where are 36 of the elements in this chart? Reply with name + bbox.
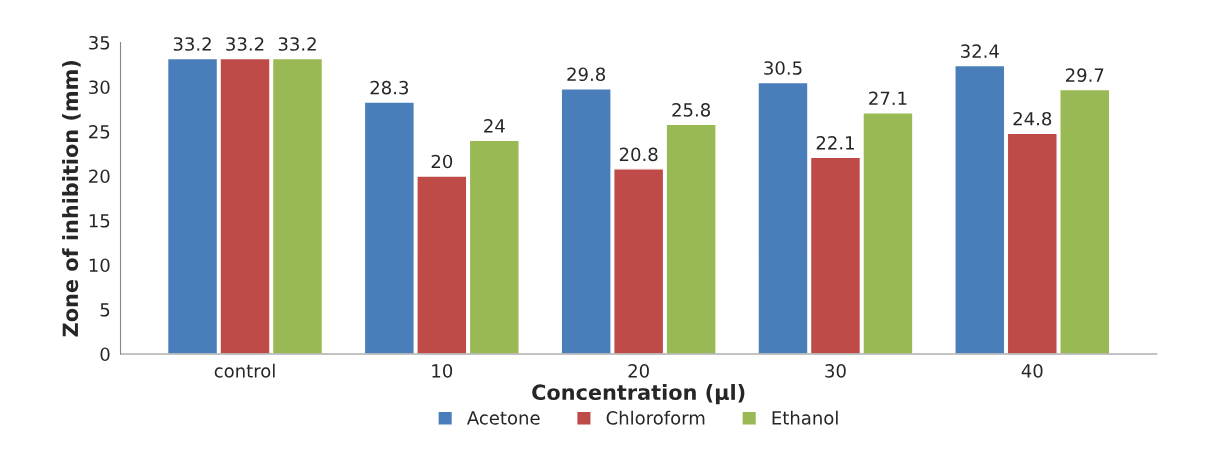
- legend-label: Ethanol: [772, 410, 838, 425]
- data-label: 29.8: [567, 67, 606, 82]
- data-label: 27.1: [869, 91, 907, 105]
- y-tick-label: 10: [89, 258, 110, 273]
- x-axis-title: Concentration (μl): [532, 383, 745, 405]
- data-label: 29.7: [1065, 68, 1104, 82]
- data-label: 33.2: [226, 37, 264, 51]
- y-tick-label: 20: [89, 169, 110, 184]
- bar: [468, 139, 520, 354]
- data-label: 33.2: [278, 37, 316, 51]
- bar: [954, 64, 1006, 354]
- data-label: 30.5: [764, 61, 802, 75]
- x-tick-label: 20: [628, 364, 649, 378]
- x-tick-label: 40: [1021, 364, 1043, 378]
- data-label: 24.8: [1013, 111, 1052, 126]
- y-tick-label: 30: [89, 80, 110, 95]
- data-label: 25.8: [672, 103, 710, 117]
- data-label: 24: [484, 119, 505, 133]
- x-tick-label: 30: [825, 364, 846, 378]
- legend-label: Acetone: [466, 411, 540, 425]
- y-tick-label: 35: [89, 35, 110, 50]
- data-label: 20: [431, 154, 453, 169]
- x-tick-label: 10: [432, 364, 453, 378]
- y-axis-title: Zone of inhibition (mm): [62, 60, 81, 337]
- y-tick-label: 5: [100, 303, 110, 317]
- y-tick-label: 15: [89, 214, 110, 228]
- data-label: 22.1: [816, 135, 854, 150]
- y-tick-label: 0: [100, 347, 110, 362]
- data-label: 32.4: [961, 44, 999, 58]
- data-label: 20.8: [619, 147, 658, 162]
- y-tick-label: 25: [89, 124, 110, 139]
- data-label: 33.2: [173, 37, 211, 51]
- legend-label: Chloroform: [606, 410, 705, 425]
- x-tick-label: control: [214, 363, 275, 378]
- bar: [665, 123, 717, 354]
- data-label: 28.3: [370, 80, 408, 95]
